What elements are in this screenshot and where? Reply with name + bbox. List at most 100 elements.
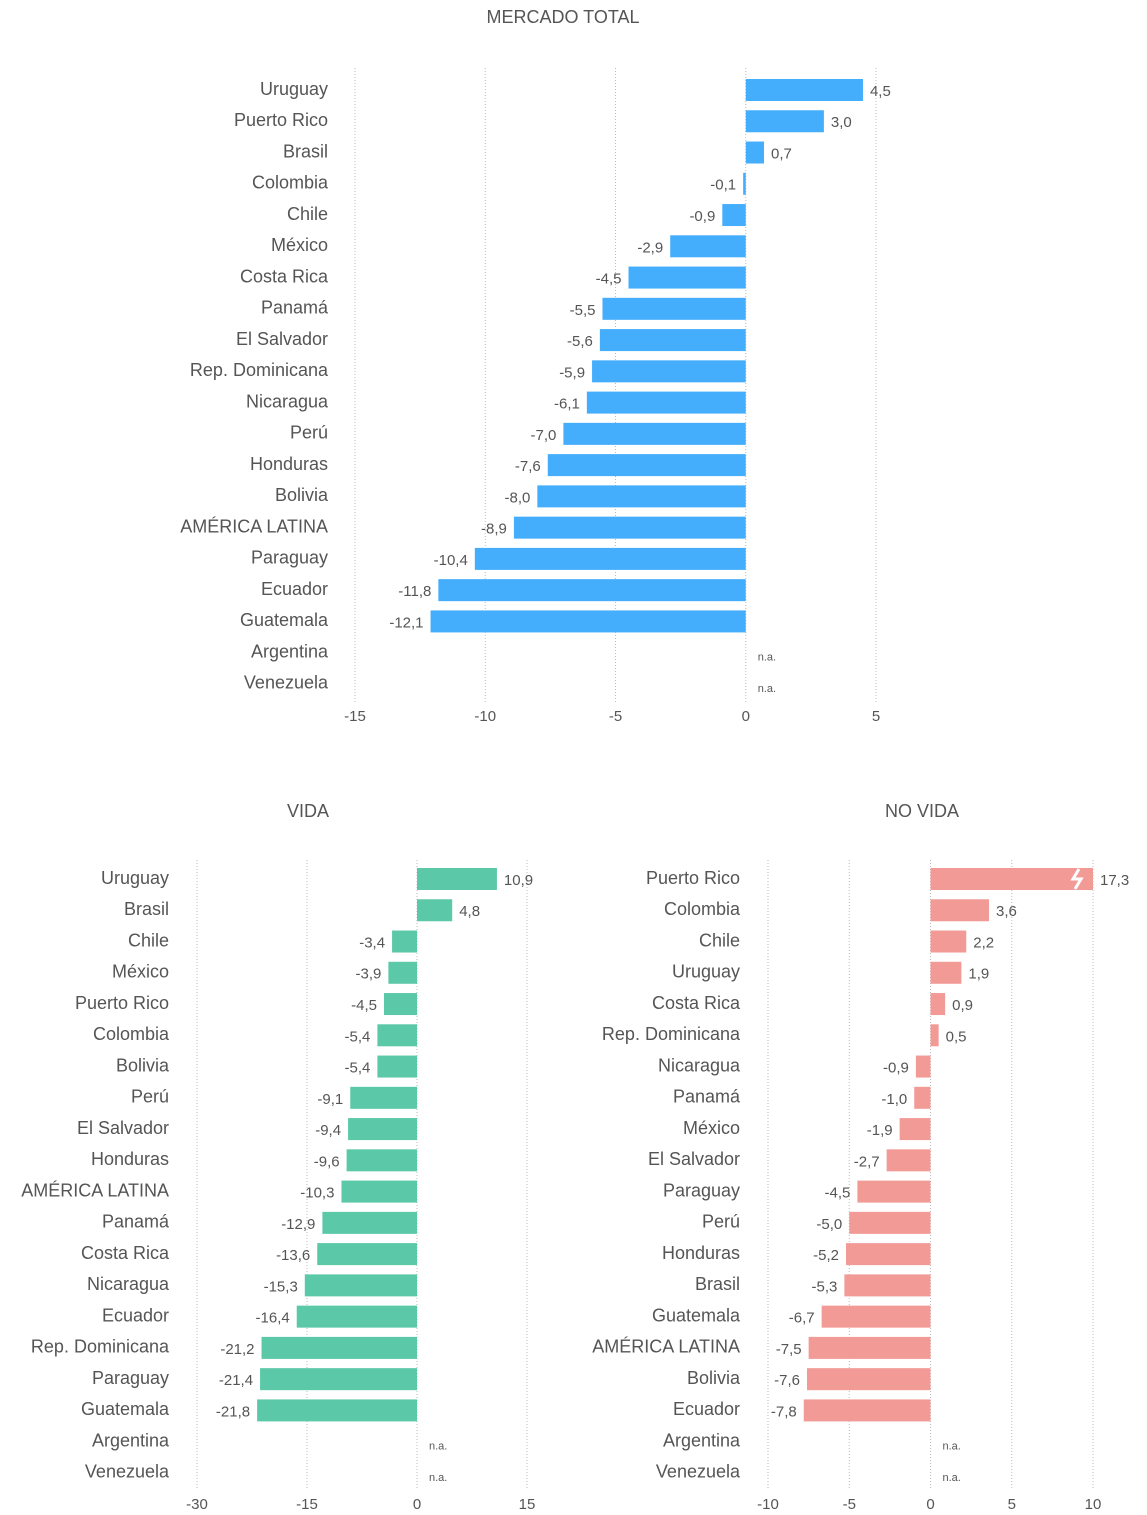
value-label: -6,1 bbox=[554, 396, 580, 413]
bar bbox=[930, 930, 967, 953]
bar bbox=[322, 1211, 417, 1234]
value-label: -2,7 bbox=[854, 1153, 880, 1170]
chart: VIDA -30 -15 0 15 Uruguay 10,9 Brasil 4,8 Chile -3… bbox=[21, 801, 535, 1513]
category-label: Honduras bbox=[662, 1243, 740, 1263]
bar bbox=[261, 1336, 417, 1359]
value-label: -0,9 bbox=[883, 1060, 909, 1077]
x-tick-label: 0 bbox=[926, 1496, 934, 1513]
value-label: n.a. bbox=[429, 1472, 447, 1484]
bar bbox=[857, 1180, 931, 1203]
category-label: Panamá bbox=[102, 1212, 170, 1232]
bar bbox=[808, 1336, 931, 1359]
category-label: Puerto Rico bbox=[646, 868, 740, 888]
bar bbox=[846, 1243, 931, 1266]
value-label: -1,9 bbox=[867, 1122, 893, 1139]
category-label: AMÉRICA LATINA bbox=[180, 516, 328, 536]
category-label: Puerto Rico bbox=[234, 110, 328, 130]
value-label: 3,6 bbox=[996, 903, 1017, 920]
category-label: Nicaragua bbox=[658, 1055, 741, 1075]
value-label: -5,5 bbox=[570, 302, 596, 319]
x-tick-label: -5 bbox=[609, 708, 622, 725]
bar bbox=[745, 79, 863, 101]
category-label: Colombia bbox=[93, 1024, 170, 1044]
value-label: -7,6 bbox=[515, 458, 541, 475]
value-label: -5,6 bbox=[567, 333, 593, 350]
bar bbox=[417, 868, 497, 890]
bar bbox=[438, 579, 746, 602]
value-label: -0,1 bbox=[710, 177, 736, 194]
value-label: 0,7 bbox=[771, 145, 792, 162]
category-label: Bolivia bbox=[116, 1055, 170, 1075]
category-label: Brasil bbox=[124, 899, 169, 919]
category-label: El Salvador bbox=[648, 1149, 740, 1169]
category-label: Perú bbox=[131, 1087, 169, 1107]
category-label: Rep. Dominicana bbox=[31, 1337, 170, 1357]
category-label: Brasil bbox=[695, 1274, 740, 1294]
bar bbox=[388, 961, 417, 984]
bar bbox=[930, 961, 962, 984]
bar bbox=[346, 1149, 417, 1172]
bar bbox=[392, 930, 417, 953]
x-tick-label: -10 bbox=[474, 708, 496, 725]
value-label: -12,1 bbox=[389, 614, 423, 631]
value-label: -4,5 bbox=[596, 271, 622, 288]
category-label: Chile bbox=[287, 204, 328, 224]
bar bbox=[722, 204, 746, 227]
bar bbox=[599, 329, 746, 352]
value-label: -2,9 bbox=[637, 239, 663, 256]
value-label: 4,5 bbox=[870, 83, 891, 100]
category-label: Colombia bbox=[664, 899, 741, 919]
value-label: -9,6 bbox=[314, 1153, 340, 1170]
category-label: Venezuela bbox=[244, 673, 329, 693]
bar bbox=[586, 391, 746, 414]
value-label: n.a. bbox=[758, 683, 776, 695]
x-tick-label: -15 bbox=[344, 708, 366, 725]
bar bbox=[930, 993, 946, 1016]
value-label: -7,8 bbox=[771, 1403, 797, 1420]
bar bbox=[899, 1118, 931, 1141]
category-label: Paraguay bbox=[92, 1368, 169, 1388]
bar bbox=[930, 899, 989, 922]
category-label: Colombia bbox=[252, 173, 329, 193]
category-label: Paraguay bbox=[251, 548, 328, 568]
chart-title: MERCADO TOTAL bbox=[486, 7, 639, 27]
category-label: AMÉRICA LATINA bbox=[21, 1180, 169, 1200]
chart: NO VIDA -10 -5 0 5 10 Puerto Rico 17,3 Colombia 3… bbox=[592, 801, 1129, 1513]
category-label: Venezuela bbox=[85, 1462, 170, 1482]
category-label: Brasil bbox=[283, 141, 328, 161]
value-label: 2,2 bbox=[973, 934, 994, 951]
chart-title: NO VIDA bbox=[885, 801, 959, 821]
category-label: Uruguay bbox=[260, 79, 328, 99]
category-label: Panamá bbox=[261, 298, 329, 318]
category-label: Perú bbox=[290, 423, 328, 443]
category-label: Argentina bbox=[92, 1430, 170, 1450]
value-label: -5,2 bbox=[813, 1247, 839, 1264]
category-label: Honduras bbox=[250, 454, 328, 474]
bar bbox=[377, 1055, 417, 1078]
value-label: n.a. bbox=[943, 1441, 961, 1453]
category-label: Rep. Dominicana bbox=[602, 1024, 741, 1044]
category-label: Argentina bbox=[663, 1430, 741, 1450]
category-label: Guatemala bbox=[240, 610, 329, 630]
value-label: 0,5 bbox=[946, 1028, 967, 1045]
value-label: -5,4 bbox=[345, 1060, 371, 1077]
value-label: -21,8 bbox=[216, 1403, 250, 1420]
bar bbox=[350, 1086, 417, 1109]
value-label: -7,0 bbox=[531, 427, 557, 444]
category-label: Bolivia bbox=[275, 485, 329, 505]
category-label: El Salvador bbox=[236, 329, 328, 349]
category-label: Uruguay bbox=[101, 868, 169, 888]
value-label: -3,4 bbox=[359, 934, 385, 951]
value-label: -5,9 bbox=[559, 364, 585, 381]
bar bbox=[257, 1399, 417, 1422]
value-label: -5,4 bbox=[345, 1028, 371, 1045]
value-label: 0,9 bbox=[952, 997, 973, 1014]
bar bbox=[602, 297, 746, 320]
x-tick-label: 5 bbox=[1008, 1496, 1016, 1513]
value-label: -11,8 bbox=[398, 583, 431, 600]
value-label: n.a. bbox=[758, 652, 776, 664]
value-label: -4,5 bbox=[825, 1185, 851, 1202]
bar bbox=[745, 110, 824, 133]
category-label: Panamá bbox=[673, 1087, 741, 1107]
value-label: -8,9 bbox=[481, 521, 507, 538]
